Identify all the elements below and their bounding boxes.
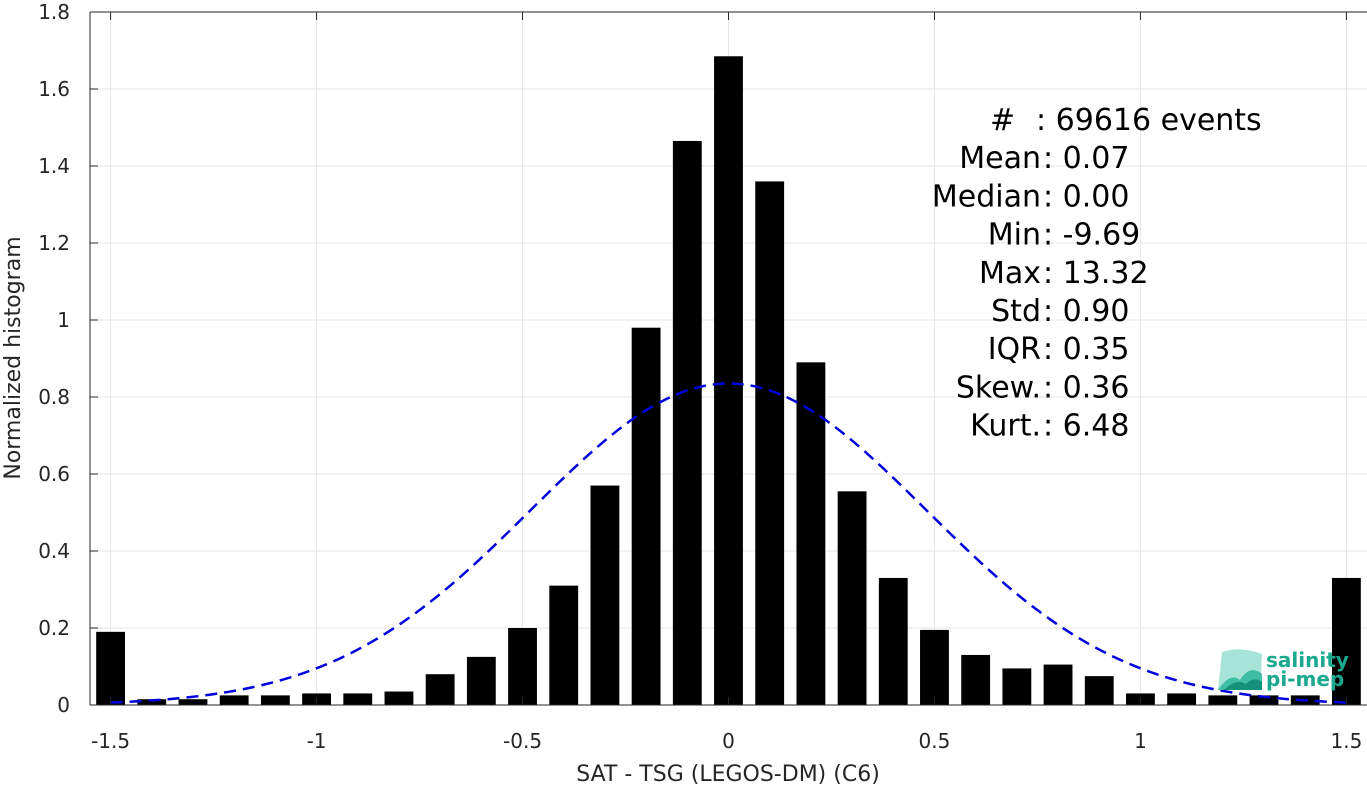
y-tick-label: 1.2 (38, 231, 70, 255)
histogram-bar (755, 181, 785, 705)
stat-value: : 13.32 (1043, 256, 1149, 291)
histogram-bar (878, 577, 908, 705)
salinity-pimep-logo: salinity pi-mep (1218, 648, 1349, 691)
x-tick-label: 1 (1134, 729, 1147, 753)
histogram-bar (425, 674, 455, 705)
stat-label: Max (979, 256, 1041, 291)
stat-value: : 0.36 (1043, 370, 1129, 405)
histogram-bar (631, 327, 661, 705)
histogram-bar (672, 140, 702, 706)
stat-value: : 69616 events (1036, 103, 1262, 138)
histogram-bar (1331, 577, 1361, 705)
stat-label: Min (988, 218, 1041, 253)
y-tick-labels: 0 0.2 0.4 0.6 0.8 1 1.2 1.4 1.6 1.8 (38, 0, 70, 717)
stat-label: Skew. (956, 370, 1041, 405)
histogram-bar (1043, 664, 1073, 705)
histogram-bar (1084, 676, 1114, 705)
histogram-bar (590, 485, 620, 705)
stat-value: : 0.00 (1043, 179, 1129, 214)
histogram-bar (796, 362, 826, 705)
stat-value: : -9.69 (1043, 218, 1140, 253)
x-tick-label: 0.5 (919, 729, 951, 753)
x-tick-label: -0.5 (503, 729, 542, 753)
stat-value: : 0.90 (1043, 294, 1129, 329)
y-tick-label: 1.6 (38, 77, 70, 101)
y-tick-label: 0.6 (38, 462, 70, 486)
y-tick-label: 0.8 (38, 385, 70, 409)
stat-value: : 0.07 (1043, 141, 1129, 176)
histogram-bar (1002, 668, 1032, 705)
stat-label: Mean (959, 141, 1041, 176)
histogram-bar (1208, 695, 1238, 705)
stat-value: : 6.48 (1043, 409, 1129, 444)
histogram-bar (837, 491, 867, 705)
histogram-bar (384, 691, 414, 705)
stat-value: : 0.35 (1043, 332, 1129, 367)
histogram-bar (260, 695, 290, 705)
stat-label: # (990, 103, 1015, 138)
wave-logo-icon (1218, 649, 1262, 690)
histogram-bar (714, 56, 743, 705)
histogram-bar (343, 693, 373, 705)
histogram-bar (920, 629, 949, 705)
histogram-bar (508, 628, 537, 705)
histogram-bar (1249, 695, 1279, 705)
histogram-bar (549, 585, 579, 705)
histogram-bar (1167, 693, 1197, 705)
histogram-bar (961, 654, 991, 705)
y-tick-label: 1.4 (38, 154, 70, 178)
x-tick-labels: -1.5 -1 -0.5 0 0.5 1 1.5 (91, 729, 1362, 753)
logo-text-salinity: salinity (1266, 648, 1349, 672)
x-tick-label: -1 (307, 729, 327, 753)
y-tick-label: 1 (57, 308, 70, 332)
histogram-bar (219, 695, 249, 705)
stat-label: Median (932, 179, 1041, 214)
histogram-bar (96, 631, 126, 705)
logo-text-pimep: pi-mep (1266, 667, 1344, 691)
x-axis-label: SAT - TSG (LEGOS-DM) (C6) (576, 762, 880, 785)
y-tick-label: 0.2 (38, 616, 70, 640)
y-axis-label: Normalized histogram (1, 236, 26, 479)
y-tick-label: 0.4 (38, 539, 70, 563)
y-tick-label: 0 (57, 693, 70, 717)
histogram-bar (178, 699, 208, 705)
bars (96, 56, 1361, 706)
x-tick-label: 0 (722, 729, 735, 753)
x-tick-label: 1.5 (1330, 729, 1362, 753)
y-tick-label: 1.8 (38, 0, 70, 24)
stat-label: Std (991, 294, 1041, 329)
histogram-bar (466, 656, 496, 705)
x-tick-label: -1.5 (91, 729, 130, 753)
stat-label: Kurt. (970, 409, 1041, 444)
stat-label: IQR (988, 332, 1041, 367)
axes (89, 11, 1367, 706)
histogram-bar (137, 699, 167, 705)
normal-fit-curve (110, 382, 1347, 704)
